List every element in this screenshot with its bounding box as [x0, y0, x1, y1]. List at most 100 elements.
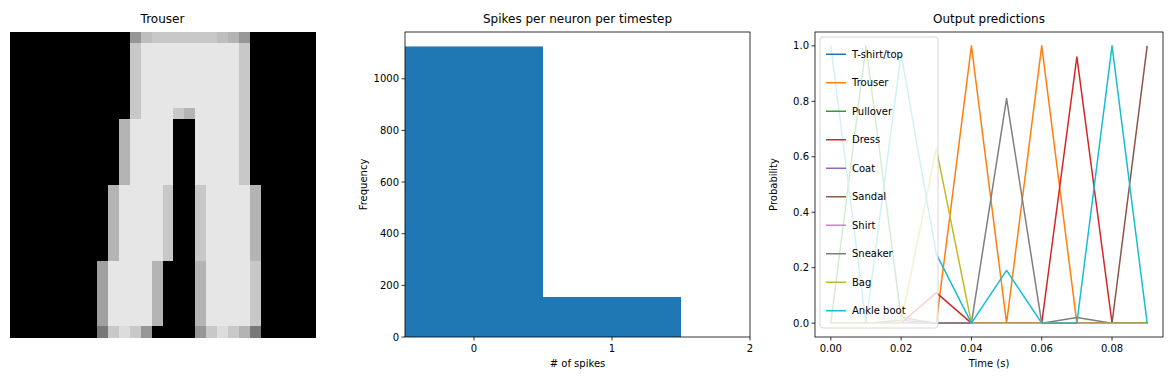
- pixel: [206, 32, 217, 43]
- pixel: [261, 152, 272, 163]
- y-tick-label: 0.2: [793, 262, 809, 273]
- pixel: [54, 195, 65, 206]
- pixel: [261, 326, 272, 337]
- pixel: [239, 163, 250, 174]
- pixel: [86, 304, 97, 315]
- pixel: [228, 228, 239, 239]
- pixel: [32, 195, 43, 206]
- pixel: [293, 217, 304, 228]
- pixel: [64, 185, 75, 196]
- pixel: [304, 152, 315, 163]
- x-tick-label: 0.04: [960, 343, 982, 354]
- pixel: [32, 315, 43, 326]
- pixel: [54, 86, 65, 97]
- pixel: [130, 130, 141, 141]
- y-tick-label: 0.6: [793, 151, 809, 162]
- pixel: [163, 185, 174, 196]
- pixel: [217, 54, 228, 65]
- pixel: [119, 54, 130, 65]
- pixel: [75, 130, 86, 141]
- pixel: [184, 315, 195, 326]
- pixel: [163, 195, 174, 206]
- x-label: Time (s): [968, 358, 1010, 369]
- pixel: [239, 174, 250, 185]
- pixel: [141, 141, 152, 152]
- pixel: [271, 239, 282, 250]
- pixel: [54, 217, 65, 228]
- pixel: [228, 108, 239, 119]
- pixel: [108, 261, 119, 272]
- pixel: [64, 326, 75, 337]
- pixel: [250, 32, 261, 43]
- pixel: [271, 217, 282, 228]
- pixel: [86, 119, 97, 130]
- y-tick-label: 0.4: [793, 207, 809, 218]
- pixel: [54, 304, 65, 315]
- pixel: [239, 119, 250, 130]
- pixel: [130, 163, 141, 174]
- pixel: [130, 174, 141, 185]
- pixel: [228, 315, 239, 326]
- pixel: [130, 152, 141, 163]
- pixel: [43, 206, 54, 217]
- pixel: [250, 185, 261, 196]
- pixel: [261, 261, 272, 272]
- pixel: [261, 163, 272, 174]
- pixel: [97, 185, 108, 196]
- pixel: [119, 65, 130, 76]
- pixel: [195, 283, 206, 294]
- pixel: [228, 239, 239, 250]
- pixel: [173, 119, 184, 130]
- pixel: [239, 43, 250, 54]
- pixel: [250, 228, 261, 239]
- pixel: [21, 65, 32, 76]
- pixel: [239, 152, 250, 163]
- pixel: [271, 261, 282, 272]
- pixel: [43, 261, 54, 272]
- pixel: [184, 43, 195, 54]
- pixel: [108, 163, 119, 174]
- pixel: [21, 293, 32, 304]
- pixel: [64, 304, 75, 315]
- pixel: [86, 272, 97, 283]
- pixel: [173, 326, 184, 337]
- pixel: [10, 315, 21, 326]
- pixel: [184, 293, 195, 304]
- pixel: [10, 65, 21, 76]
- pixel: [195, 293, 206, 304]
- pixel: [119, 217, 130, 228]
- pixel: [10, 283, 21, 294]
- pixel: [173, 43, 184, 54]
- pixel: [21, 141, 32, 152]
- pixel: [141, 228, 152, 239]
- pixel: [206, 130, 217, 141]
- pixel: [184, 108, 195, 119]
- pixel: [141, 108, 152, 119]
- pixel: [173, 65, 184, 76]
- pixel: [119, 86, 130, 97]
- pixel: [108, 239, 119, 250]
- pixel: [43, 217, 54, 228]
- pixel: [86, 130, 97, 141]
- pixel: [86, 217, 97, 228]
- pixel: [282, 108, 293, 119]
- pixel: [250, 195, 261, 206]
- pixel: [86, 228, 97, 239]
- pixel: [195, 86, 206, 97]
- pixel: [195, 272, 206, 283]
- pixel: [163, 261, 174, 272]
- pixel: [239, 250, 250, 261]
- x-tick-label: 1: [609, 343, 615, 354]
- pixel: [86, 163, 97, 174]
- pixel: [141, 163, 152, 174]
- pixel: [108, 174, 119, 185]
- pixel: [261, 141, 272, 152]
- pixel: [75, 174, 86, 185]
- pixel: [54, 174, 65, 185]
- pixel: [293, 206, 304, 217]
- pixel: [206, 152, 217, 163]
- pixel: [119, 261, 130, 272]
- pixel: [304, 130, 315, 141]
- pixel: [108, 217, 119, 228]
- pixel: [141, 206, 152, 217]
